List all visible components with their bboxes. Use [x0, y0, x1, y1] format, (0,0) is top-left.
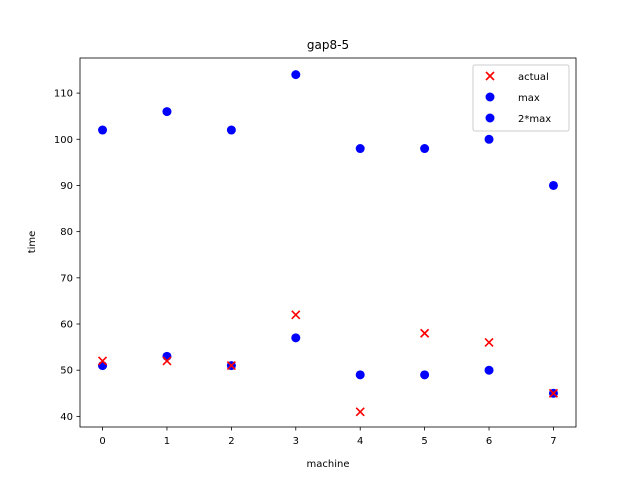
legend-marker-actual — [485, 71, 495, 81]
x-tick-label: 1 — [164, 436, 170, 447]
y-tick-label: 80 — [60, 227, 73, 238]
x-tick-label: 4 — [357, 436, 363, 447]
point-actual — [162, 356, 172, 366]
y-tick-label: 90 — [60, 181, 73, 192]
point-actual-stroke-b — [484, 337, 494, 348]
point-actual — [420, 328, 430, 338]
point-max — [355, 370, 365, 380]
y-tick-label: 50 — [60, 366, 73, 377]
legend-label-actual: actual — [518, 72, 549, 83]
point-2-max — [162, 107, 172, 117]
y-tick-label: 70 — [60, 273, 73, 284]
point-2-max — [548, 180, 558, 190]
legend-marker-max — [485, 92, 495, 102]
point-actual-stroke-b — [226, 361, 236, 371]
legend-label-max: max — [518, 93, 540, 104]
point-actual-stroke-b — [355, 407, 365, 417]
point-actual — [548, 388, 559, 398]
point-2-max — [291, 70, 301, 80]
point-actual — [355, 407, 365, 417]
point-max — [291, 333, 301, 343]
point-actual — [484, 337, 494, 348]
chart-title: gap8-5 — [307, 38, 349, 52]
y-axis-label: time — [27, 231, 38, 254]
legend-box — [472, 64, 570, 132]
point-2-max — [98, 125, 108, 135]
x-tick-label: 6 — [486, 436, 492, 447]
y-tick-label: 40 — [60, 412, 73, 423]
point-actual-stroke-b — [97, 356, 108, 366]
point-2-max — [484, 134, 494, 144]
point-actual — [291, 310, 301, 320]
point-actual-stroke-b — [548, 388, 559, 398]
data-points — [97, 70, 559, 417]
point-actual — [97, 356, 108, 366]
x-tick-label: 5 — [421, 436, 427, 447]
y-tick-label: 110 — [54, 89, 73, 100]
legend: actual max 2*max — [472, 64, 570, 132]
point-actual-stroke-b — [420, 328, 430, 338]
x-tick-label: 7 — [550, 436, 556, 447]
point-2-max — [420, 144, 430, 154]
point-max — [484, 365, 494, 375]
point-2-max — [355, 144, 365, 154]
x-tick-label: 0 — [99, 436, 105, 447]
point-2-max — [226, 125, 236, 135]
point-actual-stroke-b — [162, 356, 172, 366]
plot-frame — [79, 57, 577, 428]
point-max — [420, 370, 430, 380]
legend-marker-actual-stroke-b — [485, 71, 495, 81]
legend-marker-2-max — [485, 113, 495, 123]
point-max — [162, 351, 172, 361]
x-axis-label: machine — [307, 459, 350, 470]
x-axis-ticks: 0 1 2 3 4 5 6 7 — [99, 427, 557, 447]
legend-label-2-max: 2*max — [518, 114, 551, 125]
x-tick-label: 3 — [293, 436, 299, 447]
point-max — [98, 361, 108, 371]
point-actual — [226, 361, 236, 371]
y-tick-label: 100 — [54, 135, 73, 146]
point-actual-stroke-b — [291, 310, 301, 320]
y-tick-label: 60 — [60, 320, 73, 331]
x-tick-label: 2 — [228, 436, 234, 447]
y-axis-ticks: 40 50 60 70 80 90 100 110 — [54, 89, 80, 423]
